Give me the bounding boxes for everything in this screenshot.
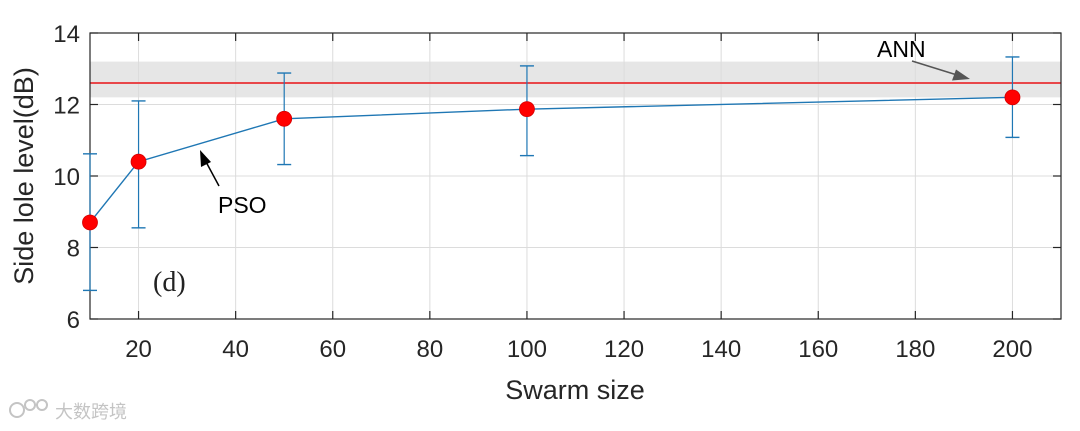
pso-annotation-label: PSO — [218, 192, 267, 218]
pso-point — [276, 110, 293, 127]
ann-arrow-head — [952, 69, 970, 81]
x-tick-label: 60 — [319, 336, 346, 363]
ics-logo — [9, 399, 48, 418]
watermark: 大数跨境 — [9, 399, 127, 423]
pso-arrow-head — [200, 150, 211, 167]
panel-label: (d) — [153, 267, 186, 298]
pso-point — [519, 101, 535, 118]
x-axis-title: Swarm size — [505, 375, 645, 405]
y-tick-label: 12 — [53, 93, 80, 120]
pso-annotation: PSO — [200, 150, 267, 218]
x-tick-label: 160 — [798, 336, 838, 363]
series-layer — [82, 56, 1021, 292]
pso-point — [130, 153, 147, 170]
watermark-text: 大数跨境 — [55, 402, 127, 423]
x-tick-label: 40 — [222, 336, 249, 363]
pso-arrow-shaft — [204, 159, 220, 187]
ann-band-layer — [90, 61, 1061, 98]
ticks-layer: 20 40 60 80 100 120 140 160 180 200 6 8 10 12 14 — [53, 21, 1061, 363]
ann-band — [90, 61, 1061, 98]
x-tick-label: 200 — [992, 336, 1032, 363]
pso-point — [1004, 89, 1021, 106]
ann-arrow-shaft — [911, 60, 958, 76]
ann-annotation-label: ANN — [877, 36, 926, 62]
x-tick-label: 180 — [895, 336, 935, 363]
pso-point — [82, 214, 98, 231]
y-tick-label: 10 — [53, 164, 80, 191]
y-tick-label: 14 — [53, 21, 80, 48]
x-tick-label: 120 — [604, 336, 644, 363]
x-tick-label: 100 — [507, 336, 547, 363]
x-tick-label: 80 — [416, 336, 443, 363]
y-tick-label: 6 — [67, 307, 80, 334]
x-tick-label: 20 — [125, 336, 152, 363]
x-tick-label: 140 — [701, 336, 741, 363]
y-axis-title: Side lole level(dB) — [9, 67, 39, 285]
y-tick-label: 8 — [67, 236, 80, 263]
ann-annotation: ANN — [877, 36, 970, 81]
